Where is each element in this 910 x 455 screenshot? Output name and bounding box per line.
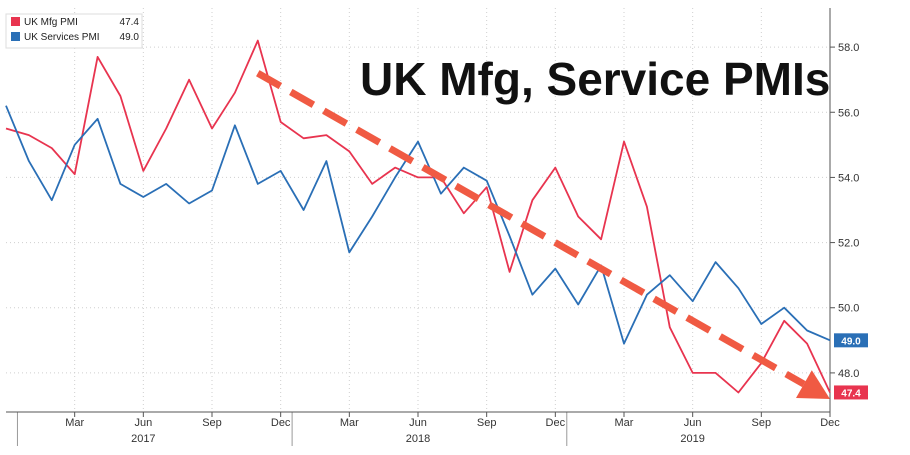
x-tick-label: Sep — [202, 417, 222, 429]
x-tick-label: Jun — [409, 417, 427, 429]
x-year-label: 2017 — [131, 433, 155, 445]
legend-swatch — [11, 17, 20, 26]
legend-series-name: UK Services PMI — [24, 32, 100, 43]
series-line-uk-mfg-pmi — [5, 39, 831, 394]
legend-swatch — [11, 32, 20, 41]
y-tick-label: 54.0 — [838, 172, 859, 184]
y-tick-label: 56.0 — [838, 107, 859, 119]
trend-arrow — [256, 70, 830, 399]
trend-arrow-shaft — [256, 70, 806, 388]
y-tick-label: 58.0 — [838, 42, 859, 54]
legend-last-value: 47.4 — [120, 17, 140, 28]
x-tick-label: Sep — [752, 417, 772, 429]
series-line-uk-services-pmi — [5, 105, 831, 345]
last-value-tag — [834, 385, 868, 400]
x-tick-label: Mar — [615, 417, 634, 429]
axes: 48.0 50.0 52.0 54.0 56.0 58.0 Mar Jun Sep Dec Mar J… — [6, 8, 859, 446]
x-tick-label: Dec — [271, 417, 291, 429]
trend-arrow-head — [796, 370, 830, 399]
legend-last-value: 49.0 — [120, 32, 140, 43]
legend-box — [5, 13, 143, 49]
y-tick-label: 52.0 — [838, 238, 859, 250]
chart-title: UK Mfg, Service PMIs — [360, 53, 830, 105]
x-tick-label: Dec — [546, 417, 566, 429]
legend: UK Mfg PMI 47.4 UK Services PMI 49.0 — [5, 13, 143, 49]
x-tick-label: Jun — [134, 417, 152, 429]
x-year-label: 2018 — [406, 433, 430, 445]
last-value-tag-label: 47.4 — [841, 388, 861, 399]
y-tick-label: 48.0 — [838, 368, 859, 380]
x-tick-label: Sep — [477, 417, 497, 429]
last-value-tag-label: 49.0 — [841, 336, 861, 347]
last-value-tag — [834, 333, 868, 348]
last-value-labels: 47.4 49.0 — [834, 333, 868, 400]
x-year-label: 2019 — [680, 433, 704, 445]
legend-series-name: UK Mfg PMI — [24, 17, 78, 28]
x-tick-label: Jun — [684, 417, 702, 429]
x-tick-label: Mar — [65, 417, 84, 429]
series-lines — [5, 39, 831, 394]
x-tick-label: Dec — [820, 417, 840, 429]
y-tick-label: 50.0 — [838, 303, 859, 315]
x-tick-label: Mar — [340, 417, 359, 429]
